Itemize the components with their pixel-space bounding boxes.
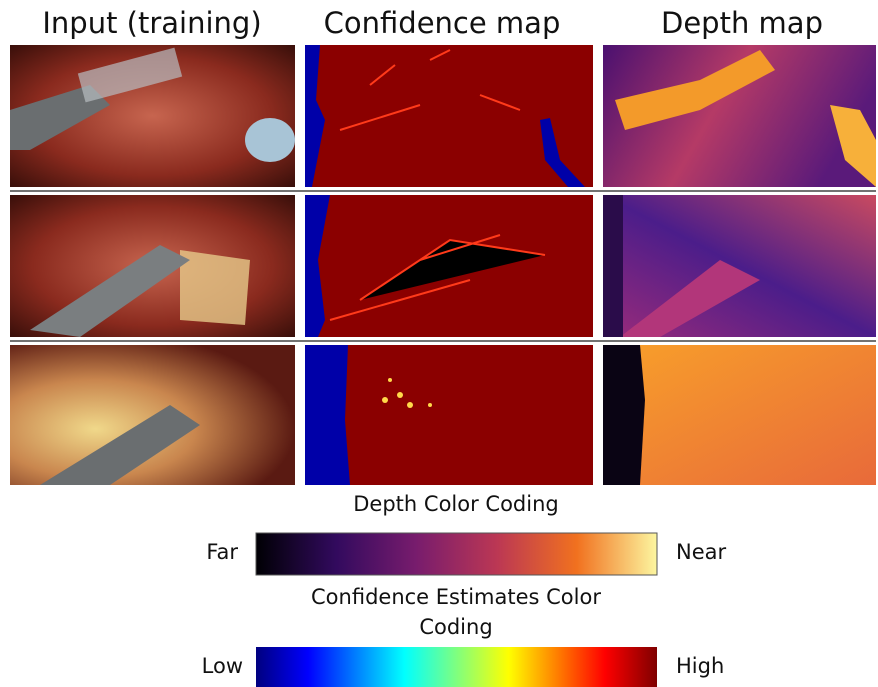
legend-low: Far [206,540,238,564]
legend-title: Depth Color Coding [353,492,558,516]
header: Depth map [661,6,823,40]
header: Input (training) [42,6,261,40]
legend-high: High [676,654,724,678]
header: Confidence map [324,6,561,40]
legend-title: Confidence Estimates Color Coding [286,582,626,642]
confidence-colorbar [256,647,657,687]
legend-high: Near [676,540,726,564]
figure: Input (training) Confidence map Depth ma… [0,0,878,687]
legend-low: Low [202,654,243,678]
depth-colorbar [256,533,657,575]
